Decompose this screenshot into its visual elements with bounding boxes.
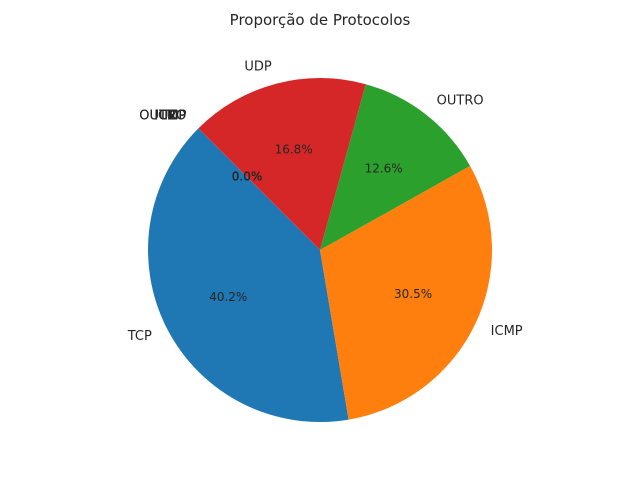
chart-title: Proporção de Protocolos [229, 11, 411, 29]
zero-slice-pct-1: 0.0% [232, 170, 263, 184]
pie-slice-outro [320, 84, 471, 250]
zero-slice-label-0: OUTRO [139, 109, 186, 124]
zero-slice-pct-3: 0.0% [232, 170, 263, 184]
slice-label-udp: UDP [244, 60, 272, 75]
zero-slice-pct-6: 0.0% [232, 170, 263, 184]
slice-label-tcp: TCP [127, 329, 152, 344]
zero-slice-label-5: UDP [159, 109, 187, 124]
pie-slice-icmp [320, 165, 492, 420]
pie-slice-udp [198, 78, 366, 250]
pct-label-icmp: 30.5% [394, 287, 432, 301]
pct-label-tcp: 40.2% [209, 290, 247, 304]
pct-label-udp: 16.8% [275, 143, 313, 157]
zero-slice-pct-4: 0.0% [232, 170, 263, 184]
pct-label-outro: 12.6% [365, 161, 403, 175]
zero-slice-label-1: UDP [159, 109, 187, 124]
zero-slice-label-6: ICMP [154, 109, 186, 124]
pie-slice-tcp [148, 128, 349, 422]
zero-slice-pct-2: 0.0% [232, 170, 263, 184]
zero-slice-label-3: TCP [161, 109, 186, 124]
slice-label-outro: OUTRO [437, 94, 484, 109]
slice-label-icmp: ICMP [491, 324, 523, 339]
zero-slice-pct-0: 0.0% [232, 170, 263, 184]
zero-slice-label-7: TCP [161, 109, 186, 124]
zero-slice-pct-5: 0.0% [232, 170, 263, 184]
zero-slice-label-4: OUTRO [139, 109, 186, 124]
zero-slice-pct-7: 0.0% [232, 170, 263, 184]
zero-slice-label-2: ICMP [154, 109, 186, 124]
